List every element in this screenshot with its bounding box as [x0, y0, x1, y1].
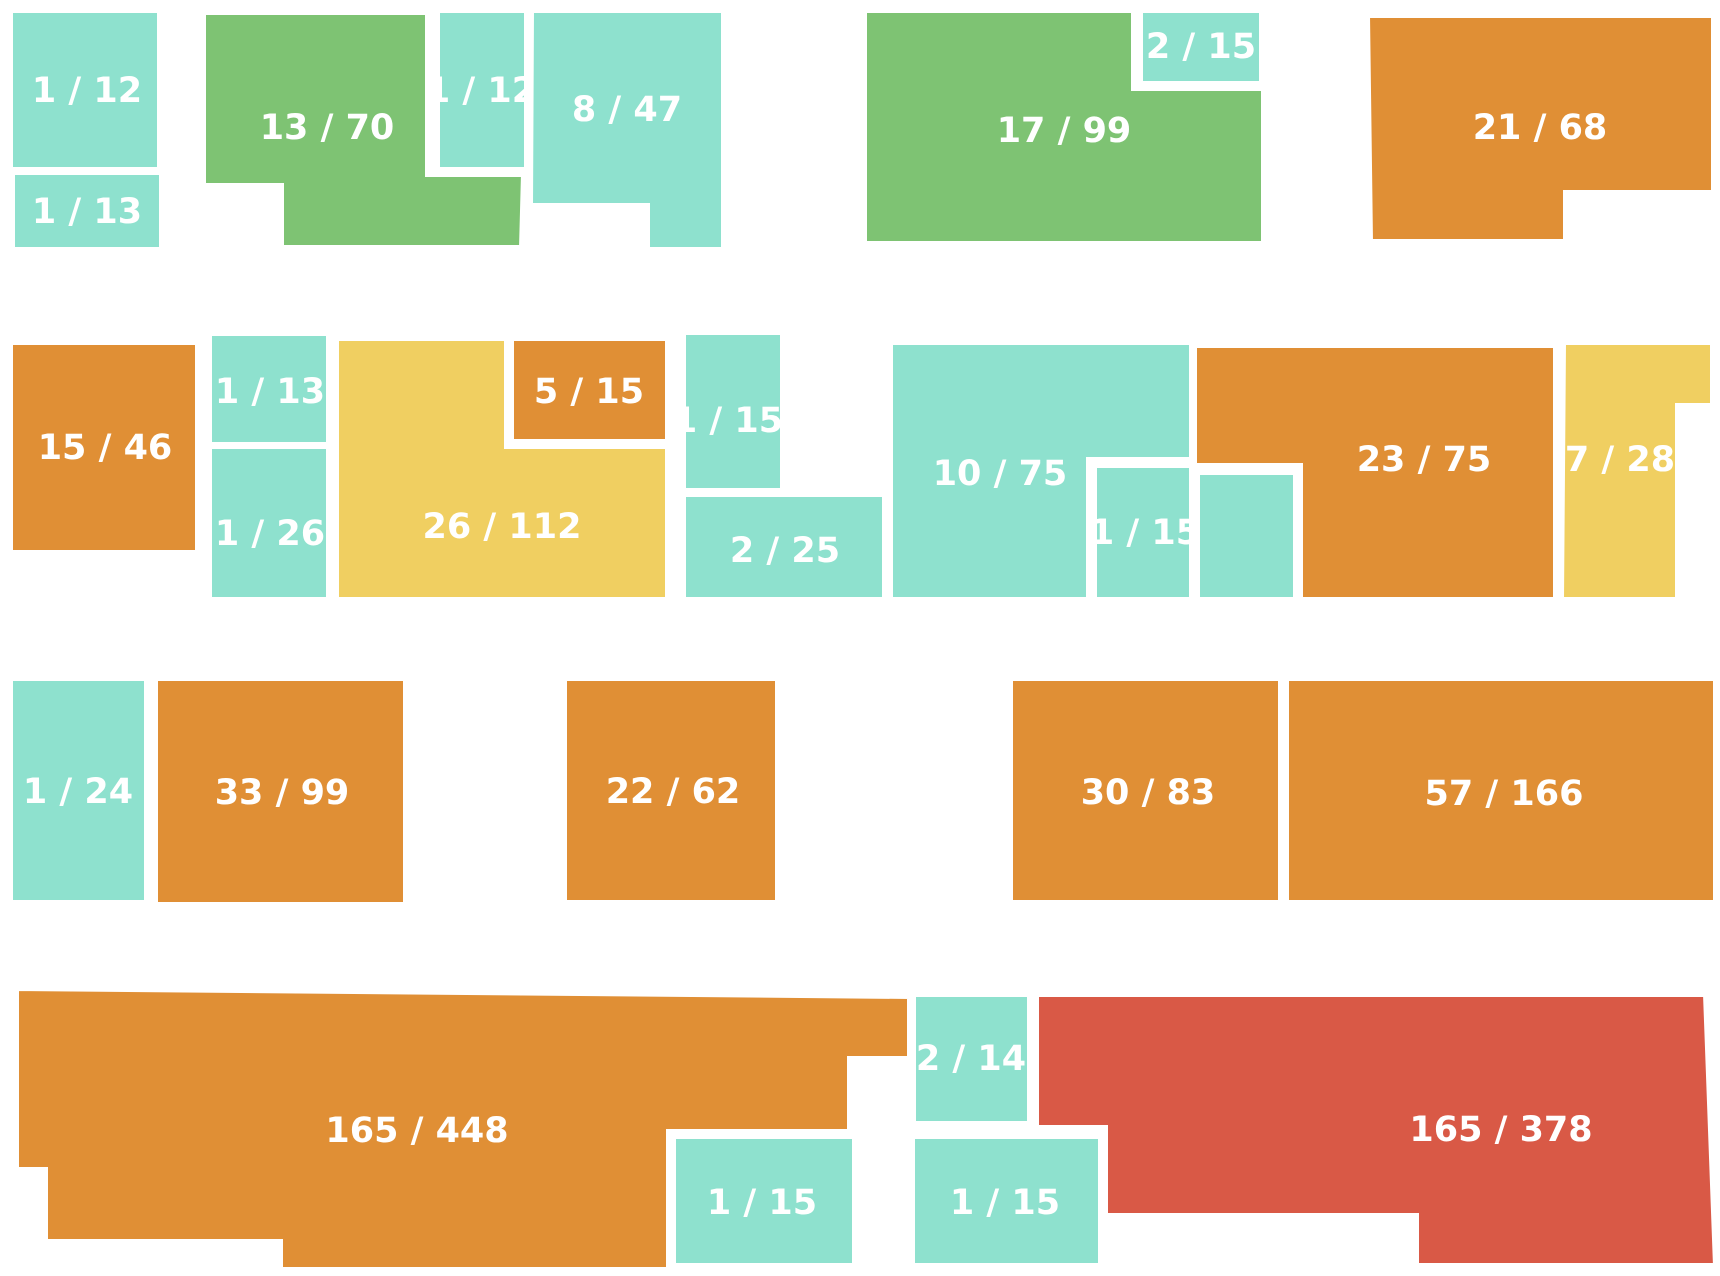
- unit-u20[interactable]: 7 / 28: [1557, 339, 1716, 603]
- unit-u07[interactable]: 2 / 15: [1137, 7, 1265, 87]
- unit-u23[interactable]: 22 / 62: [561, 675, 781, 906]
- unit-u25[interactable]: 57 / 166: [1283, 675, 1719, 906]
- unit-u05[interactable]: 8 / 47: [526, 7, 727, 253]
- unit-u21[interactable]: 1 / 24: [7, 675, 150, 906]
- unit-u10[interactable]: 1 / 13: [206, 330, 332, 448]
- unit-u24[interactable]: 30 / 83: [1007, 675, 1284, 906]
- unit-u09[interactable]: 15 / 46: [7, 339, 201, 556]
- unit-u01[interactable]: 1 / 12: [7, 7, 163, 173]
- unit-u29[interactable]: 1 / 15: [670, 1133, 858, 1269]
- unit-u22[interactable]: 33 / 99: [152, 675, 409, 908]
- unit-u02[interactable]: 1 / 13: [9, 169, 165, 253]
- unit-u30[interactable]: 1 / 15: [909, 1133, 1104, 1269]
- unit-u18[interactable]: [1194, 469, 1299, 603]
- unit-u17[interactable]: 1 / 15: [1090, 462, 1200, 603]
- unit-u13[interactable]: 5 / 15: [508, 335, 671, 445]
- unit-u04[interactable]: 1 / 12: [426, 7, 536, 173]
- unit-u14[interactable]: 1 / 15: [673, 329, 786, 494]
- unit-u11[interactable]: 1 / 26: [206, 443, 332, 603]
- unit-u28[interactable]: 165 / 378: [1033, 991, 1720, 1269]
- unit-u27[interactable]: 2 / 14: [910, 991, 1033, 1127]
- unit-u08[interactable]: 21 / 68: [1363, 12, 1717, 245]
- unit-u15[interactable]: 2 / 25: [680, 491, 888, 603]
